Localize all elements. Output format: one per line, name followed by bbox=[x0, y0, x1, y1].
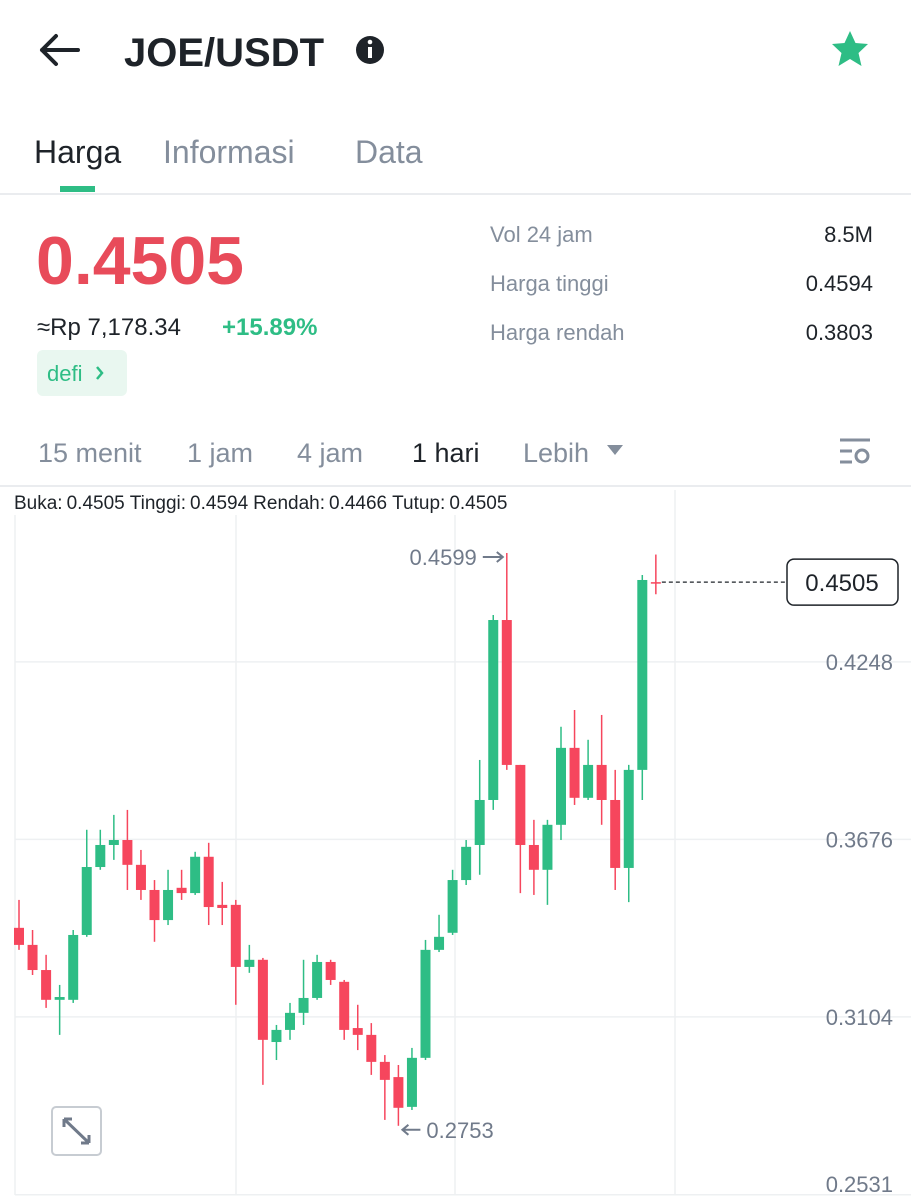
candle-body bbox=[556, 747, 566, 825]
candlestick-chart: 0.4248 0.3676 0.3104 0.2531 0.4599 0.2753 0.45… bbox=[14, 545, 911, 1197]
stat-value: 0.3803 bbox=[806, 320, 873, 345]
chart-settings-icon[interactable] bbox=[840, 438, 870, 464]
tag-chip[interactable] bbox=[37, 350, 127, 396]
candle-body bbox=[528, 844, 539, 870]
interval[interactable]: 1 hari bbox=[412, 438, 480, 468]
high-annotation: 0.4599 bbox=[410, 545, 477, 570]
candle-body bbox=[163, 889, 174, 921]
candle-body bbox=[366, 1034, 377, 1062]
low-annotation: 0.2753 bbox=[426, 1118, 493, 1143]
y-tick-label: 0.4248 bbox=[826, 650, 893, 675]
candle-body bbox=[230, 904, 241, 967]
tag-label[interactable]: defi bbox=[47, 361, 82, 386]
candle-body bbox=[122, 840, 133, 865]
tab[interactable]: Data bbox=[355, 134, 423, 170]
candle-body bbox=[650, 582, 661, 584]
candle-body bbox=[339, 981, 350, 1030]
candle-body bbox=[379, 1061, 390, 1080]
candle-body bbox=[271, 1029, 282, 1043]
favorite-star[interactable] bbox=[832, 31, 868, 66]
legend-value: 0.4505 bbox=[449, 493, 507, 514]
legend-label: Buka: bbox=[14, 493, 63, 514]
candle-body bbox=[325, 961, 336, 980]
candle-body bbox=[352, 1028, 363, 1035]
stat-label: Harga tinggi bbox=[490, 271, 609, 296]
legend-label: Tinggi: bbox=[130, 493, 186, 514]
candle-body bbox=[515, 764, 526, 845]
stat-value: 8.5M bbox=[824, 222, 873, 247]
candle-body bbox=[54, 997, 65, 1000]
y-tick-label: 0.3104 bbox=[826, 1005, 893, 1030]
pair-title: JOE/USDT bbox=[124, 31, 324, 75]
stat-label: Vol 24 jam bbox=[490, 222, 593, 247]
candle-body bbox=[610, 799, 621, 868]
candle-body bbox=[81, 867, 92, 935]
candle-body bbox=[474, 799, 485, 845]
candle-body bbox=[298, 997, 309, 1013]
candle-body bbox=[393, 1077, 404, 1108]
candle-body bbox=[108, 840, 119, 845]
back-button[interactable] bbox=[40, 34, 80, 66]
dropdown-caret bbox=[607, 445, 623, 455]
chevron bbox=[96, 366, 104, 380]
legend-value: 0.4594 bbox=[190, 493, 249, 514]
candle-body bbox=[637, 579, 648, 770]
candle-body bbox=[244, 959, 255, 967]
candle-body bbox=[68, 934, 79, 1000]
last-price: 0.4505 bbox=[36, 223, 244, 299]
candle-body bbox=[149, 889, 160, 921]
candle-body bbox=[14, 927, 24, 945]
candle-body bbox=[285, 1012, 295, 1030]
fullscreen-button[interactable] bbox=[51, 1106, 102, 1156]
candle-body bbox=[135, 864, 146, 890]
candle-body bbox=[190, 856, 201, 894]
annotation-arrow bbox=[400, 1124, 421, 1136]
legend-value: 0.4505 bbox=[67, 493, 125, 514]
candle-body bbox=[420, 949, 431, 1058]
interval[interactable]: 4 jam bbox=[297, 438, 363, 468]
candle-body bbox=[623, 769, 634, 868]
tab[interactable]: Informasi bbox=[163, 134, 295, 170]
interval[interactable]: 15 menit bbox=[38, 438, 142, 468]
legend-label: Tutup: bbox=[392, 493, 445, 514]
candle-body bbox=[203, 856, 214, 908]
candle-body bbox=[583, 764, 594, 798]
candle-body bbox=[217, 904, 228, 908]
info-icon[interactable] bbox=[356, 36, 384, 64]
candle-body bbox=[461, 846, 472, 881]
candle-body bbox=[542, 824, 553, 870]
fiat-price: ≈Rp 7,178.34 bbox=[37, 314, 181, 341]
vertical-grid bbox=[14, 490, 676, 1195]
candle-body bbox=[447, 880, 458, 933]
candle-body bbox=[596, 764, 607, 800]
interval[interactable]: Lebih bbox=[523, 438, 589, 468]
annotation-arrow bbox=[482, 551, 505, 563]
tab-indicator bbox=[60, 186, 95, 192]
candle-body bbox=[41, 970, 52, 1000]
candle-body bbox=[406, 1057, 417, 1107]
interval[interactable]: 1 jam bbox=[187, 438, 253, 468]
candle-body bbox=[95, 844, 106, 868]
candle-body bbox=[434, 936, 445, 950]
candle-body bbox=[312, 961, 323, 998]
candle-body bbox=[501, 620, 512, 765]
candle-body bbox=[176, 887, 187, 894]
y-tick-label: 0.3676 bbox=[826, 827, 893, 852]
legend-value: 0.4466 bbox=[329, 493, 387, 514]
tab[interactable]: Harga bbox=[34, 134, 121, 170]
last-price-label: 0.4505 bbox=[805, 570, 878, 597]
y-tick-label: 0.2531 bbox=[826, 1172, 893, 1197]
stat-label: Harga rendah bbox=[490, 320, 625, 345]
candle-body bbox=[257, 959, 268, 1040]
price-change: +15.89% bbox=[222, 314, 317, 341]
legend-label: Rendah: bbox=[253, 493, 325, 514]
stat-value: 0.4594 bbox=[806, 271, 873, 296]
ohlc-legend: Buka: 0.4505 Tinggi: 0.4594 Rendah: 0.4466 Tut… bbox=[14, 493, 507, 514]
candle-body bbox=[569, 747, 580, 798]
candle-body bbox=[488, 620, 499, 800]
last-price-box bbox=[786, 558, 899, 606]
candle-body bbox=[27, 944, 38, 971]
